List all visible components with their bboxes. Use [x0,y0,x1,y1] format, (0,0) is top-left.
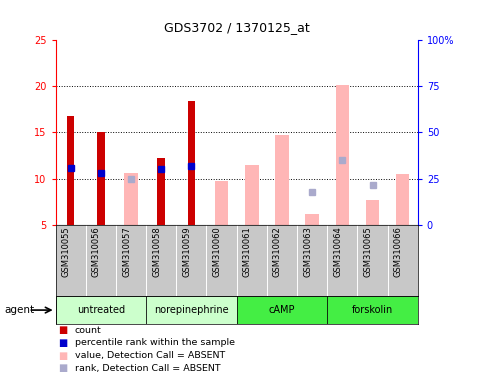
Bar [124,173,138,225]
Bar [305,214,319,225]
Text: GSM310056: GSM310056 [92,226,101,277]
Text: rank, Detection Call = ABSENT: rank, Detection Call = ABSENT [75,364,221,373]
Text: value, Detection Call = ABSENT: value, Detection Call = ABSENT [75,351,225,360]
Text: ■: ■ [58,363,68,373]
Bar [187,101,195,225]
Text: GSM310064: GSM310064 [333,226,342,277]
Bar [97,132,105,225]
Bar [275,135,289,225]
Bar [237,296,327,324]
Text: cAMP: cAMP [269,305,295,315]
Bar [146,296,237,324]
Text: ■: ■ [58,351,68,361]
Text: GSM310058: GSM310058 [152,226,161,277]
Bar [327,296,418,324]
Text: GSM310057: GSM310057 [122,226,131,277]
Bar [336,86,349,225]
Text: GSM310062: GSM310062 [273,226,282,277]
Bar [396,174,410,225]
Bar [215,181,228,225]
Text: ■: ■ [58,325,68,335]
Text: GSM310060: GSM310060 [213,226,222,277]
Bar [366,200,379,225]
Text: norepinephrine: norepinephrine [154,305,229,315]
Text: agent: agent [5,305,35,315]
Text: GSM310061: GSM310061 [243,226,252,277]
Bar [245,165,258,225]
Text: GSM310063: GSM310063 [303,226,312,277]
Bar [157,158,165,225]
Text: forskolin: forskolin [352,305,393,315]
Text: count: count [75,326,101,335]
Text: untreated: untreated [77,305,125,315]
Text: ■: ■ [58,338,68,348]
Bar [56,296,146,324]
Text: GSM310066: GSM310066 [394,226,403,277]
Bar [67,116,74,225]
Text: GDS3702 / 1370125_at: GDS3702 / 1370125_at [164,21,310,34]
Text: GSM310065: GSM310065 [364,226,372,277]
Text: GSM310055: GSM310055 [62,226,71,277]
Text: GSM310059: GSM310059 [183,226,191,277]
Text: percentile rank within the sample: percentile rank within the sample [75,338,235,348]
